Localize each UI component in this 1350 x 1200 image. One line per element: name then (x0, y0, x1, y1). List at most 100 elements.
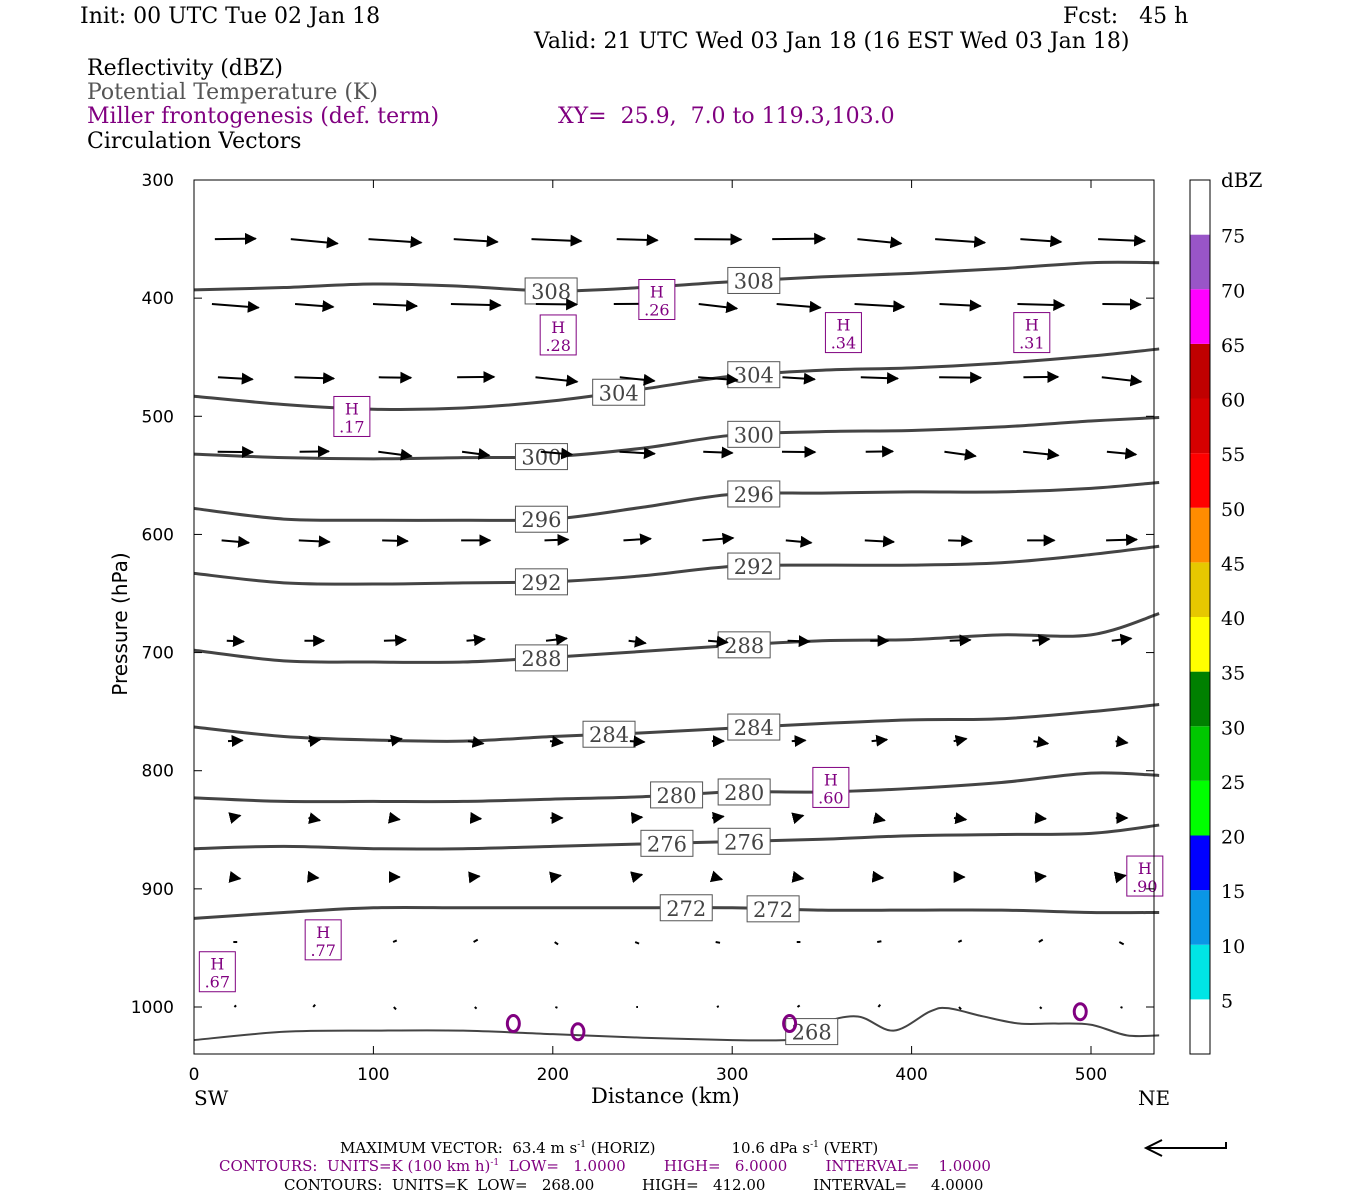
theta-label: 280 (724, 781, 764, 805)
circulation-vector (469, 811, 483, 824)
colorbar-tick-label: 50 (1221, 499, 1245, 521)
circulation-vector (382, 534, 409, 547)
theta-label: 272 (753, 898, 793, 922)
frontogenesis-max-box (1126, 855, 1164, 897)
frontogenesis-max-value: .28 (545, 336, 570, 355)
colorbar-segment (1190, 671, 1210, 727)
frontogenesis-max-label: H (1025, 316, 1039, 335)
field-vectors: Circulation Vectors (87, 129, 302, 154)
circulation-vector (554, 941, 559, 946)
frontogenesis-max-value: .77 (310, 941, 335, 960)
theta-label: 308 (531, 280, 571, 304)
frontogenesis-max-value: .31 (1019, 334, 1044, 353)
valid-time: Valid: 21 UTC Wed 03 Jan 18 (16 EST Wed … (534, 29, 1130, 54)
theta-contour-288 (193, 612, 1160, 664)
circulation-vector (860, 372, 900, 385)
theta-label-box (640, 829, 694, 857)
circulation-vector (871, 870, 885, 883)
frontogenesis-max-value: .90 (1132, 877, 1157, 896)
theta-label: 304 (599, 381, 639, 405)
circulation-vector (787, 635, 811, 648)
theta-contour-296 (193, 480, 1160, 522)
circulation-vector (535, 374, 579, 387)
frontogenesis-max-box (824, 312, 862, 354)
circulation-vector (871, 734, 889, 747)
colorbar-segment (1190, 289, 1210, 344)
colorbar-tick-label: 40 (1221, 608, 1245, 630)
circulation-vector (939, 299, 982, 312)
circulation-vector (383, 634, 408, 647)
circulation-vector (854, 300, 906, 313)
field-theta: Potential Temperature (K) (87, 80, 378, 105)
circulation-vector (953, 812, 968, 825)
frontogenesis-max-label: H (1138, 859, 1152, 878)
colorbar-segment (1190, 999, 1210, 1054)
circulation-vector (290, 236, 339, 249)
circulation-vector (392, 939, 398, 943)
colorbar-tick-label: 45 (1221, 553, 1245, 575)
circulation-vector (703, 446, 734, 459)
field-frontogenesis: Miller frontogenesis (def. term) (87, 104, 440, 129)
circulation-vector (308, 812, 322, 825)
frontogenesis-max-box (539, 314, 577, 356)
theta-label-box (659, 894, 713, 922)
field-reflectivity: Reflectivity (dBZ) (87, 56, 283, 81)
circulation-vector (1098, 234, 1147, 247)
circulation-vector (791, 870, 805, 883)
colorbar-tick-label: 30 (1221, 717, 1245, 739)
circulation-vector (1032, 634, 1051, 647)
frontogenesis-max-value: .26 (644, 301, 669, 320)
colorbar-title: dBZ (1221, 168, 1263, 192)
frontogenesis-max-box (333, 395, 371, 437)
x-tick-label: 100 (357, 1065, 389, 1085)
cross-section-endpoints: XY= 25.9, 7.0 to 119.3,103.0 (558, 104, 895, 129)
circulation-vector (294, 372, 336, 385)
colorbar-segment (1190, 617, 1210, 672)
theta-label: 300 (734, 423, 774, 447)
colorbar-segment (1190, 835, 1210, 891)
footer-theta-contours: CONTOURS: UNITS=K LOW= 268.00 HIGH= 412.… (284, 1176, 984, 1194)
frontogenesis-max-label: H (824, 770, 838, 789)
theta-label: 284 (589, 723, 629, 747)
frontogenesis-max-label: H (210, 955, 224, 974)
theta-label: 280 (657, 784, 697, 808)
theta-label: 296 (521, 508, 561, 532)
circulation-vector (473, 938, 479, 943)
circulation-vector (1017, 298, 1066, 311)
circulation-vector (549, 871, 562, 884)
theta-label-box (746, 895, 800, 923)
frontogenesis-max-box (198, 951, 236, 993)
colorbar-tick-label: 10 (1221, 936, 1245, 958)
x-end-label-sw: SW (194, 1086, 229, 1110)
colorbar-segment (1190, 507, 1210, 563)
frontogenesis-max-label: H (650, 283, 664, 302)
circulation-vector (623, 533, 652, 546)
theta-label: 300 (521, 446, 561, 470)
circulation-vector (872, 812, 886, 824)
frontogenesis-max-label: H (551, 318, 565, 337)
circulation-vector (1039, 1006, 1043, 1010)
y-tick-label: 500 (142, 407, 174, 427)
circulation-vector (1118, 941, 1125, 946)
circulation-vector (387, 811, 401, 824)
circulation-vector (217, 372, 254, 385)
circulation-vector (545, 633, 568, 646)
colorbar-tick-label: 60 (1221, 390, 1245, 412)
circulation-vector (294, 300, 335, 313)
colorbar-tick-label: 35 (1221, 663, 1245, 685)
theta-label-box (514, 443, 568, 471)
reference-vector-head (1143, 1139, 1163, 1157)
colorbar-tick-label: 25 (1221, 772, 1245, 794)
circulation-vector (211, 300, 260, 313)
circulation-vector (776, 300, 822, 313)
theta-contour-268 (193, 1006, 1160, 1042)
circulation-vector (1034, 871, 1047, 884)
theta-label-box (717, 778, 771, 806)
circulation-vector (953, 734, 968, 747)
colorbar-tick-label: 75 (1221, 226, 1245, 248)
circulation-vector (782, 372, 816, 385)
x-end-label-ne: NE (1138, 1086, 1171, 1110)
frontogenesis-max-box (1013, 312, 1051, 354)
colorbar-segment (1190, 780, 1210, 836)
